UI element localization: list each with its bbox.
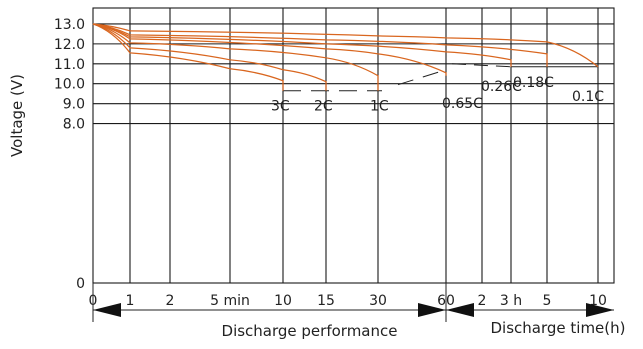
cutoff-lines <box>283 63 598 92</box>
mid-left-arrow-icon <box>418 303 446 317</box>
y-tick-label: 8.0 <box>63 117 85 133</box>
x-tick-label: 15 <box>317 293 335 309</box>
series-line <box>92 23 327 91</box>
left-arrow-icon <box>93 303 121 317</box>
series-curves <box>92 23 599 91</box>
x-tick-label: 10 <box>274 293 292 309</box>
x-tick-label: 3 h <box>500 293 522 309</box>
series-label: 1C <box>370 99 389 115</box>
series-label: 0.1C <box>572 89 604 105</box>
cutoff-line-rise <box>397 69 447 86</box>
plot-frame <box>92 7 615 284</box>
x-tick-label: 5 <box>543 293 552 309</box>
grid <box>92 7 615 284</box>
y-tick-label: 0 <box>76 276 85 292</box>
x-tick-label: 2 <box>478 293 487 309</box>
series-line <box>92 23 512 67</box>
x-tick-label: 5 min <box>210 293 250 309</box>
series-label: 0.18C <box>513 75 554 91</box>
x-tick-label: 2 <box>166 293 175 309</box>
y-tick-label: 11.0 <box>54 57 85 73</box>
right-arrow-icon <box>586 303 614 317</box>
x-tick-label: 1 <box>126 293 135 309</box>
y-tick-label: 12.0 <box>54 37 85 53</box>
mid-right-arrow-icon <box>446 303 474 317</box>
series-line <box>92 23 548 67</box>
section-label-time: Discharge time(h) <box>491 319 626 337</box>
x-sections: Discharge performance Discharge time(h) <box>92 283 626 340</box>
series-label: 2C <box>314 99 333 115</box>
y-tick-label: 9.0 <box>63 97 85 113</box>
y-tick-labels: 0 8.0 9.0 10.0 11.0 12.0 13.0 <box>54 17 85 292</box>
cutoff-line-upper <box>451 63 512 68</box>
y-axis-title: Voltage (V) <box>8 74 26 157</box>
series-label: 3C <box>271 99 290 115</box>
series-line <box>92 23 447 76</box>
series-label: 0.65C <box>442 96 483 112</box>
section-label-performance: Discharge performance <box>222 322 398 340</box>
series-label: 0.26C <box>481 79 522 95</box>
series-line <box>92 23 284 91</box>
y-tick-label: 13.0 <box>54 17 85 33</box>
series-line <box>92 23 379 91</box>
x-tick-label: 30 <box>369 293 387 309</box>
series-line <box>92 23 599 68</box>
y-tick-label: 10.0 <box>54 77 85 93</box>
